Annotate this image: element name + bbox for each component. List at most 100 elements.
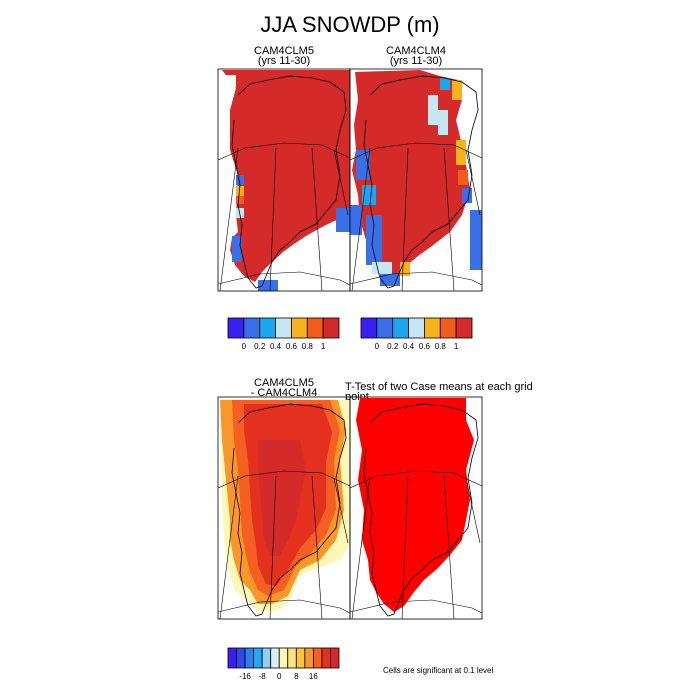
map-frame-clm4 [349,68,483,292]
colorbar-tick-label: 0.2 [254,342,266,351]
colorbar-swatch [306,317,324,339]
colorbar-tick-label: 0 [241,342,247,351]
colorbar-diff [227,647,340,669]
colorbar-tick-label: 1 [453,342,459,351]
colorbar-swatch [261,647,272,669]
snow-cell-red [236,196,244,204]
panel-title-diff-line1: CAM4CLM5 [254,377,314,389]
graticule-lat-2 [350,599,482,614]
panel-title-clm4: CAM4CLM4 (yrs 11-30) [350,45,482,67]
map-panel-diff [218,400,350,619]
graticule-lat-1 [218,142,350,161]
snow-cell-blue-6 [350,205,362,235]
colorbar-swatch [321,647,331,669]
snow-cell-blue-2 [336,208,350,232]
colorbar-swatch [278,647,289,669]
map-panel-clm4 [350,70,482,291]
graticule-lon-1 [351,147,371,291]
colorbar-swatch [295,647,306,669]
colorbar-tick-label: 0.6 [285,342,297,351]
colorbar-tick-label: 0.6 [418,342,430,351]
snow-cell-blue-4 [226,75,236,87]
graticule-lat-2 [218,599,350,614]
colorbar-tick-label: 0 [276,672,282,681]
graticule-lat-1 [350,142,482,161]
graticule-lon-2 [401,147,409,291]
colorbar-swatch [236,647,246,669]
graticule-lon-3 [311,475,323,619]
snow-cell-orange-3 [400,262,410,276]
ttest-significant-cells [356,398,474,612]
colorbar-tick-label: -8 [258,672,266,681]
graticule-lon-2 [269,147,277,291]
graticule-lon-3 [443,475,455,619]
snow-field-edge [232,236,242,262]
graticule-lon-4 [465,149,481,216]
graticule-lat-1 [350,470,482,489]
main-title: JJA SNOWDP (m) [260,12,440,37]
graticule-lon-2 [269,475,277,619]
graticule-lon-3 [311,147,323,291]
panel-title-diff: CAM4CLM5 - CAM4CLM4 [218,377,350,399]
panel-title-clm5-line1: CAM4CLM5 [254,45,314,57]
map-frame-ttest [349,396,483,620]
snow-cell-blue-2 [462,188,472,203]
colorbar-clm4 [360,317,473,339]
colorbar-tick-label: 0.8 [301,342,313,351]
colorbar-swatch [439,317,457,339]
colorbar-clm5 [227,317,340,339]
colorbar-swatch [287,647,297,669]
graticule-lat-1 [218,470,350,489]
snow-cell-blue-7 [366,215,382,265]
colorbar-tick-label: 1 [320,342,326,351]
colorbar-swatch [227,647,237,669]
colorbar-tick-label: 0.8 [434,342,446,351]
colorbar-swatch [243,317,261,339]
snow-cell-blue-3 [470,210,482,270]
panel-title-clm4-line1: CAM4CLM4 [386,45,446,57]
colorbar-swatch [275,317,292,339]
snow-cell-blue-5 [362,185,376,205]
diff-core [258,440,306,556]
graticule-lon-1 [219,475,239,619]
snow-cell-blue [440,78,450,90]
graticule-lon-1 [219,147,239,291]
colorbar-swatch [330,647,340,669]
snow-cell-lightblue [428,95,438,125]
colorbar-swatch [270,647,280,669]
coastline [231,75,347,289]
colorbar-tick-label: 0.4 [270,342,282,351]
map-panel-clm5 [218,70,350,291]
panel-title-diff-line2: - CAM4CLM4 [250,387,318,399]
panel-title-clm5-line2: (yrs 11-30) [257,55,311,67]
colorbar-swatch [227,317,245,339]
snow-cell-lightblue-2 [438,110,448,135]
coastline [363,403,479,617]
colorbar-swatch [259,317,276,339]
colorbar-tick-label: 0.4 [403,342,415,351]
colorbar-swatch [322,317,340,339]
graticule-lon-3 [443,147,455,291]
map-panel-ttest [350,398,482,619]
colorbar-tick-label: 16 [308,672,318,681]
colorbar-swatch [291,317,308,339]
colorbar-swatch [455,317,473,339]
colorbar-tick-label: -16 [239,672,251,681]
snow-cell-blue [236,175,244,185]
graticule-lon-4 [333,149,349,216]
colorbar-tick-label: 0.2 [387,342,399,351]
snow-cell-blue-3 [258,280,278,291]
graticule-lon-1 [351,475,371,619]
coastline [231,403,347,617]
colorbar-tick-label: 0 [374,342,380,351]
panel-title-clm5: CAM4CLM5 (yrs 11-30) [218,45,350,67]
coastline [363,75,479,289]
colorbar-swatch [312,647,323,669]
snow-cell-lightblue-3 [372,262,392,274]
snow-cell-red-2 [458,170,468,185]
graticule-lon-4 [465,477,481,544]
colorbar-swatch [304,647,314,669]
snow-cell-blue-8 [380,274,400,286]
graticule-lat-2 [350,271,482,286]
